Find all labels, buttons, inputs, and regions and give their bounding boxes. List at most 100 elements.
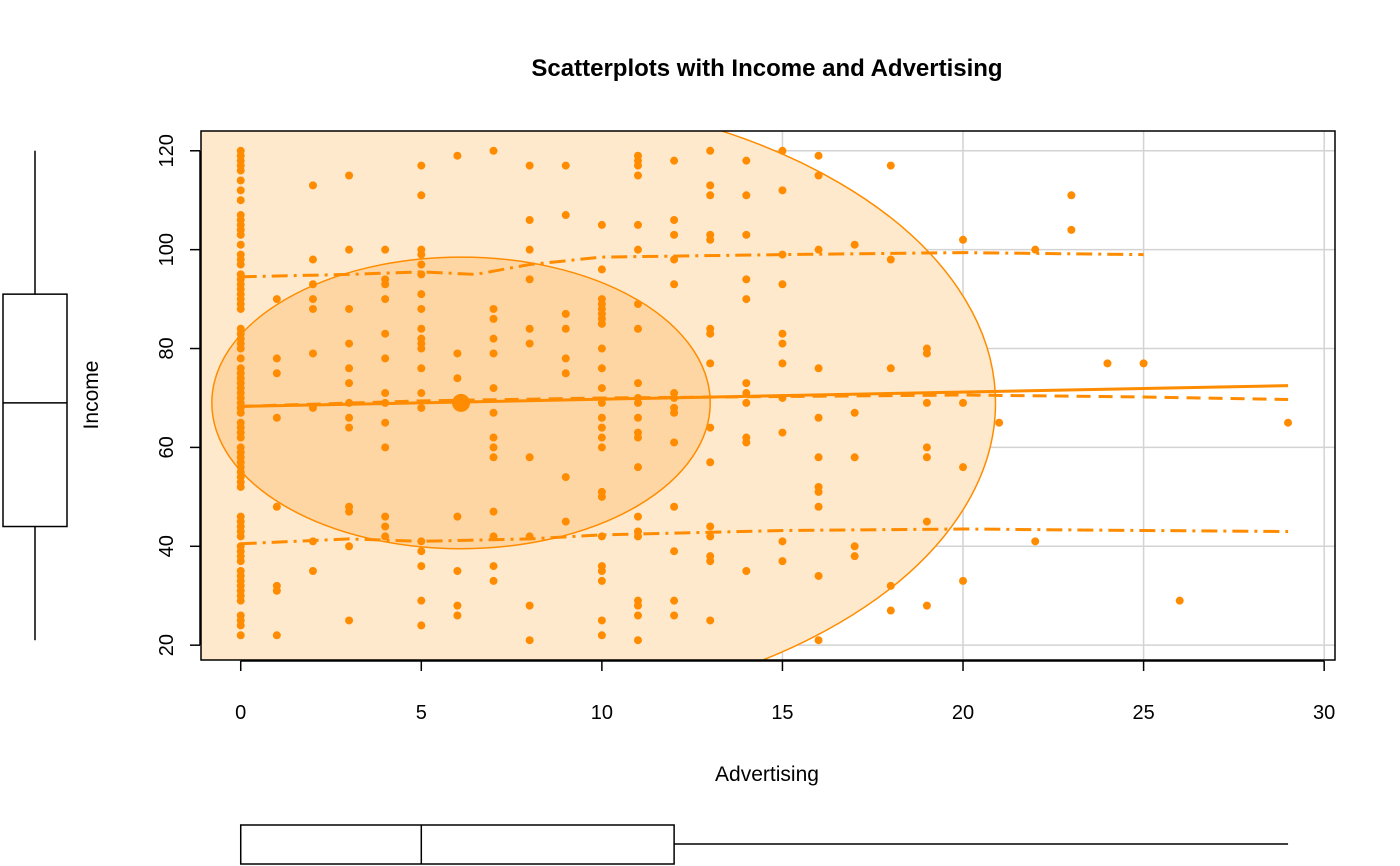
data-point <box>272 586 281 595</box>
data-point <box>236 631 245 640</box>
data-point <box>417 191 426 200</box>
data-point <box>489 576 498 585</box>
data-point <box>417 161 426 170</box>
data-point <box>453 567 462 576</box>
data-point <box>670 611 679 620</box>
data-point <box>597 364 606 373</box>
data-point <box>670 215 679 224</box>
data-point <box>670 547 679 556</box>
data-point <box>597 532 606 541</box>
data-point <box>345 542 354 551</box>
data-point <box>633 512 642 521</box>
data-point <box>597 344 606 353</box>
data-point <box>1067 225 1076 234</box>
data-point <box>236 621 245 630</box>
data-point <box>381 389 390 398</box>
data-point <box>236 482 245 491</box>
data-point <box>381 329 390 338</box>
data-point <box>417 260 426 269</box>
data-point <box>633 532 642 541</box>
data-point <box>1031 245 1040 254</box>
data-point <box>236 433 245 442</box>
data-point <box>345 398 354 407</box>
data-point <box>308 280 317 289</box>
data-point <box>778 329 787 338</box>
data-point <box>489 453 498 462</box>
data-point <box>561 369 570 378</box>
data-point <box>489 443 498 452</box>
x-tick-label: 25 <box>1132 702 1154 724</box>
data-point <box>633 245 642 254</box>
data-point <box>525 215 534 224</box>
data-point <box>706 522 715 531</box>
data-point <box>633 463 642 472</box>
regression-line <box>240 384 1289 408</box>
data-point <box>417 344 426 353</box>
data-point <box>814 487 823 496</box>
data-point <box>959 463 968 472</box>
data-point <box>561 517 570 526</box>
data-point <box>417 562 426 571</box>
data-point <box>345 339 354 348</box>
data-point <box>814 151 823 160</box>
data-point <box>345 245 354 254</box>
data-point <box>633 324 642 333</box>
x-tick-label: 20 <box>952 702 974 724</box>
data-point <box>453 374 462 383</box>
data-point <box>633 171 642 180</box>
data-point <box>308 567 317 576</box>
lower-spread-curve <box>240 527 1289 546</box>
data-point <box>417 389 426 398</box>
data-point <box>778 339 787 348</box>
data-point <box>417 621 426 630</box>
data-point <box>525 324 534 333</box>
data-point <box>597 398 606 407</box>
centroid-point <box>452 393 471 412</box>
data-point <box>670 393 679 402</box>
data-point <box>236 344 245 353</box>
data-point <box>742 379 751 388</box>
data-point <box>706 146 715 155</box>
data-point <box>489 507 498 516</box>
data-point <box>561 309 570 318</box>
data-point <box>489 532 498 541</box>
data-point <box>633 636 642 645</box>
data-point <box>345 379 354 388</box>
data-point <box>381 295 390 304</box>
data-point <box>236 354 245 363</box>
data-point <box>850 542 859 551</box>
data-point <box>742 567 751 576</box>
data-point <box>236 186 245 195</box>
data-point <box>670 596 679 605</box>
concentration-ellipses <box>201 131 997 660</box>
data-point <box>597 567 606 576</box>
plot-frame <box>200 130 1336 661</box>
data-point <box>381 443 390 452</box>
data-point <box>381 418 390 427</box>
data-point <box>308 403 317 412</box>
data-point <box>778 146 787 155</box>
data-point <box>1103 359 1112 368</box>
data-point <box>308 349 317 358</box>
data-point <box>525 161 534 170</box>
data-point <box>525 245 534 254</box>
data-point <box>308 181 317 190</box>
data-point <box>345 413 354 422</box>
data-point <box>489 314 498 323</box>
data-point <box>489 146 498 155</box>
data-point <box>670 408 679 417</box>
data-point <box>706 557 715 566</box>
data-point <box>886 606 895 615</box>
data-point <box>778 250 787 259</box>
data-point <box>417 364 426 373</box>
data-point <box>886 364 895 373</box>
data-point <box>814 571 823 580</box>
data-point <box>489 562 498 571</box>
data-point <box>959 576 968 585</box>
data-point <box>597 265 606 274</box>
data-point <box>236 260 245 269</box>
data-point <box>814 453 823 462</box>
data-point <box>814 502 823 511</box>
data-point <box>706 359 715 368</box>
data-point <box>742 191 751 200</box>
